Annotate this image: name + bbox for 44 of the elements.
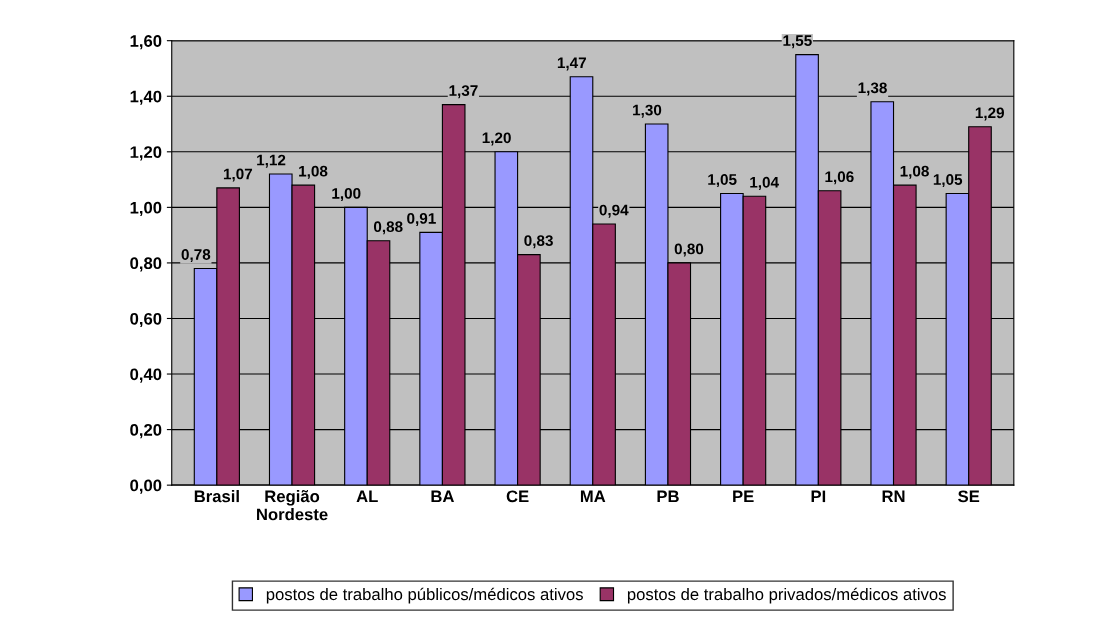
y-tick-label: 0,80 bbox=[130, 257, 162, 272]
x-tick-label: Brasil bbox=[194, 490, 239, 503]
data-label: 1,47 bbox=[557, 57, 586, 71]
data-label: 1,07 bbox=[223, 168, 253, 182]
x-tick-label: CE bbox=[506, 490, 529, 503]
x-tick-label: BA bbox=[431, 490, 454, 503]
data-label: 1,55 bbox=[783, 35, 812, 49]
y-tick-label: 0,00 bbox=[130, 479, 162, 494]
data-label: 1,29 bbox=[975, 107, 1005, 121]
x-tick-label: SE bbox=[958, 490, 980, 503]
y-tick-label: 1,20 bbox=[130, 146, 162, 161]
y-tick-label: 0,20 bbox=[130, 423, 162, 439]
x-tick-label: Região Nordeste bbox=[257, 490, 328, 521]
data-label: 1,12 bbox=[257, 154, 286, 168]
legend-label: postos de trabalho públicos/médicos ativos bbox=[266, 587, 583, 604]
data-label: 0,91 bbox=[407, 212, 436, 226]
data-label: 0,88 bbox=[373, 221, 403, 235]
x-tick-label: RN bbox=[882, 490, 905, 503]
data-label: 1,06 bbox=[825, 171, 854, 185]
data-label: 1,37 bbox=[449, 85, 478, 99]
data-label: 1,05 bbox=[708, 174, 737, 188]
data-label: 1,20 bbox=[482, 132, 511, 146]
data-label: 0,80 bbox=[674, 243, 704, 257]
y-tick-label: 1,60 bbox=[130, 35, 162, 50]
data-label: 1,38 bbox=[858, 82, 887, 96]
data-label: 1,30 bbox=[633, 104, 662, 118]
data-label: 1,00 bbox=[332, 187, 361, 201]
data-label: 0,78 bbox=[181, 249, 211, 263]
x-tick-label: PB bbox=[657, 490, 679, 503]
y-tick-label: 0,40 bbox=[130, 368, 162, 383]
data-label: 1,08 bbox=[299, 165, 328, 179]
x-tick-label: PI bbox=[811, 490, 826, 503]
x-tick-label: PE bbox=[733, 490, 754, 503]
data-label: 0,83 bbox=[524, 235, 553, 249]
data-label: 1,05 bbox=[933, 174, 963, 188]
legend-label: postos de trabalho privados/médicos ativos bbox=[627, 587, 946, 604]
x-tick-label: AL bbox=[356, 490, 378, 503]
y-tick-label: 0,60 bbox=[130, 312, 162, 328]
x-tick-label: MA bbox=[580, 490, 606, 503]
data-label: 1,08 bbox=[900, 165, 929, 179]
y-tick-label: 1,00 bbox=[130, 201, 162, 216]
data-label: 1,04 bbox=[750, 176, 779, 190]
data-label: 0,94 bbox=[599, 204, 629, 218]
y-tick-label: 1,40 bbox=[130, 90, 162, 105]
